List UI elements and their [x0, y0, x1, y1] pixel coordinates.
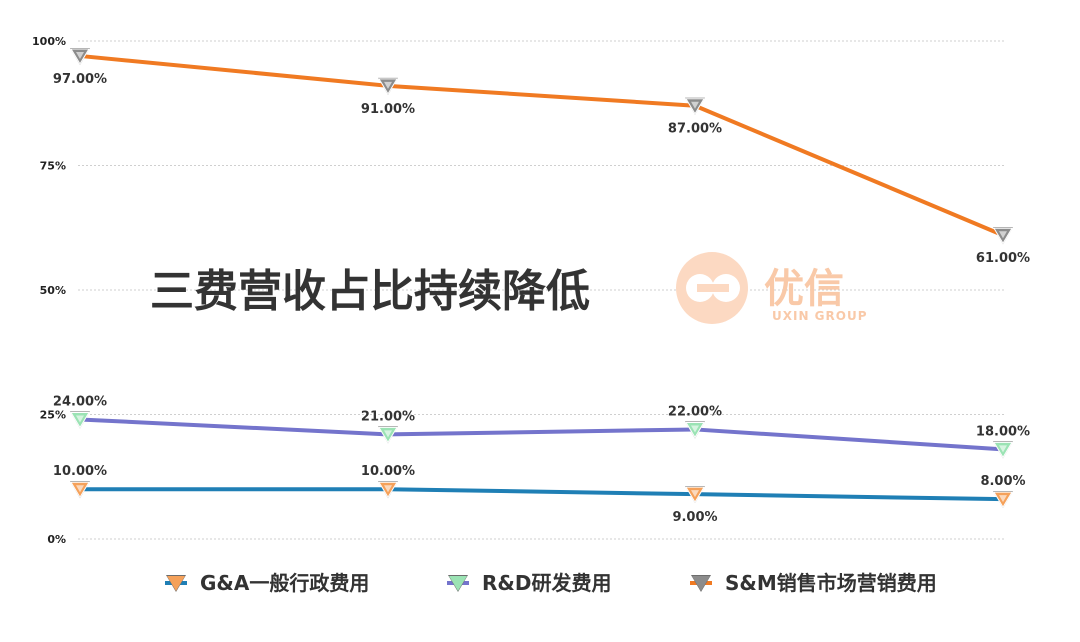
series-line	[79, 53, 1004, 238]
y-tick-label: 50%	[40, 284, 66, 297]
legend-item: S&M销售市场营销费用	[690, 571, 937, 595]
legend-marker	[449, 576, 467, 591]
data-label: 91.00%	[361, 102, 415, 117]
marker-highlight	[691, 425, 699, 433]
marker-highlight	[384, 81, 392, 89]
data-label: 18.00%	[976, 424, 1030, 439]
series-line	[79, 417, 1004, 452]
data-label: 22.00%	[668, 404, 722, 419]
grid-lines	[78, 40, 1005, 540]
legend-label: S&M销售市场营销费用	[725, 571, 937, 595]
y-tick-label: 0%	[47, 533, 66, 546]
series-1: 24.00% 21.00% 22.00% 18.00%	[53, 394, 1030, 459]
watermark-brand: 优信	[764, 266, 844, 312]
data-label: 61.00%	[976, 251, 1030, 266]
marker-highlight	[999, 445, 1007, 453]
marker-highlight	[384, 485, 392, 493]
marker-highlight	[384, 430, 392, 438]
y-tick-label: 100%	[32, 35, 66, 48]
data-label: 87.00%	[668, 122, 722, 137]
marker-highlight	[76, 415, 84, 423]
data-label: 10.00%	[53, 464, 107, 479]
legend-label: G&A一般行政费用	[200, 571, 369, 595]
data-label: 8.00%	[980, 474, 1025, 489]
legend-item: G&A一般行政费用	[165, 571, 369, 595]
y-axis-ticks: 100% 75% 50% 25% 0%	[32, 35, 66, 546]
data-label: 97.00%	[53, 72, 107, 87]
uxin-logo-icon	[676, 252, 748, 324]
legend-marker	[167, 576, 185, 591]
marker-highlight	[76, 485, 84, 493]
watermark-sub: UXIN GROUP	[772, 309, 868, 323]
data-label: 10.00%	[361, 464, 415, 479]
marker-highlight	[691, 490, 699, 498]
series-layer: 10.00% 10.00% 9.00% 8.00% 24.00% 21.00% 22.00%…	[53, 47, 1030, 525]
data-label: 9.00%	[672, 510, 717, 525]
legend-item: R&D研发费用	[447, 571, 611, 595]
legend-label: R&D研发费用	[482, 571, 611, 595]
marker-highlight	[999, 495, 1007, 503]
legend: G&A一般行政费用 R&D研发费用 S&M销售市场营销费用	[165, 571, 937, 595]
series-2: 97.00% 91.00% 87.00% 61.00%	[53, 47, 1030, 266]
y-tick-label: 75%	[40, 160, 66, 173]
y-tick-label: 25%	[40, 409, 66, 422]
marker-highlight	[691, 101, 699, 109]
watermark: 优信 UXIN GROUP	[676, 252, 868, 324]
legend-marker	[692, 576, 710, 591]
data-label: 21.00%	[361, 409, 415, 424]
marker-highlight	[999, 231, 1007, 239]
series-0: 10.00% 10.00% 9.00% 8.00%	[53, 464, 1026, 525]
series-line	[80, 487, 1004, 502]
data-label: 24.00%	[53, 394, 107, 409]
chart-title: 三费营收占比持续降低	[150, 266, 590, 317]
marker-highlight	[76, 51, 84, 59]
